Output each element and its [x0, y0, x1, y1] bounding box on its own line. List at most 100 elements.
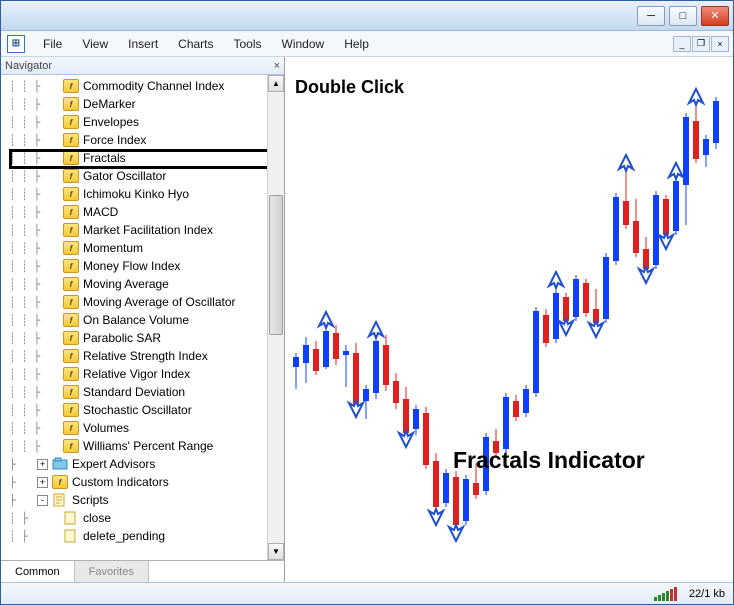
navigator-title: Navigator — [5, 60, 52, 72]
folder-label: Custom Indicators — [72, 475, 169, 489]
indicator-icon: f — [63, 439, 79, 453]
indicator-label: MACD — [83, 205, 118, 219]
script-item[interactable]: ┊ ├close — [1, 509, 267, 527]
folder-label: Expert Advisors — [72, 457, 155, 471]
menu-help[interactable]: Help — [334, 34, 379, 54]
minimize-button[interactable]: ─ — [637, 6, 665, 26]
mdi-minimize-button[interactable]: _ — [673, 36, 691, 52]
folder-icon — [52, 493, 68, 507]
indicator-label: Gator Oscillator — [83, 169, 166, 183]
menu-file[interactable]: File — [33, 34, 72, 54]
menu-window[interactable]: Window — [272, 34, 335, 54]
indicator-item[interactable]: ┊ ┊ ├fRelative Strength Index — [1, 347, 267, 365]
indicator-item[interactable]: ┊ ┊ ├fRelative Vigor Index — [1, 365, 267, 383]
folder-expert-advisors[interactable]: ├+Expert Advisors — [1, 455, 267, 473]
indicator-icon: f — [63, 187, 79, 201]
script-label: close — [83, 511, 111, 525]
indicator-icon: f — [63, 295, 79, 309]
expand-toggle[interactable]: + — [37, 477, 48, 488]
indicator-label: Money Flow Index — [83, 259, 180, 273]
folder-custom-indicators[interactable]: ├+fCustom Indicators — [1, 473, 267, 491]
indicator-item[interactable]: ┊ ┊ ├fOn Balance Volume — [1, 311, 267, 329]
menu-insert[interactable]: Insert — [118, 34, 168, 54]
indicator-label: DeMarker — [83, 97, 136, 111]
indicator-label: Commodity Channel Index — [83, 79, 224, 93]
tab-favorites[interactable]: Favorites — [75, 561, 149, 582]
indicator-label: Stochastic Oscillator — [83, 403, 192, 417]
script-icon — [63, 511, 79, 525]
chart-area[interactable]: Double Click Fractals Indicator — [285, 57, 733, 582]
indicator-icon: f — [63, 79, 79, 93]
indicator-item[interactable]: ┊ ┊ ├fVolumes — [1, 419, 267, 437]
navigator-tabs: Common Favorites — [1, 560, 284, 582]
indicator-item[interactable]: ┊ ┊ ├fMarket Facilitation Index — [1, 221, 267, 239]
indicator-icon: f — [63, 385, 79, 399]
folder-label: Scripts — [72, 493, 109, 507]
indicator-icon: f — [63, 223, 79, 237]
indicator-icon: f — [63, 133, 79, 147]
navigator-scrollbar[interactable]: ▲ ▼ — [267, 75, 284, 560]
indicator-label: Williams' Percent Range — [83, 439, 213, 453]
indicator-item[interactable]: ┊ ┊ ├fIchimoku Kinko Hyo — [1, 185, 267, 203]
close-button[interactable]: ✕ — [701, 6, 729, 26]
menu-charts[interactable]: Charts — [168, 34, 223, 54]
statusbar: 22/1 kb — [1, 582, 733, 604]
navigator-header: Navigator × — [1, 57, 284, 75]
indicator-item[interactable]: ┊ ┊ ├fWilliams' Percent Range — [1, 437, 267, 455]
folder-scripts[interactable]: ├-Scripts — [1, 491, 267, 509]
indicator-item[interactable]: ┊ ┊ ├fMomentum — [1, 239, 267, 257]
indicator-item[interactable]: ┊ ┊ ├fFractals — [1, 149, 267, 167]
indicator-icon: f — [63, 151, 79, 165]
indicator-item[interactable]: ┊ ┊ ├fStochastic Oscillator — [1, 401, 267, 419]
indicator-label: On Balance Volume — [83, 313, 189, 327]
indicator-item[interactable]: ┊ ┊ ├fCommodity Channel Index — [1, 77, 267, 95]
indicator-label: Parabolic SAR — [83, 331, 161, 345]
annotation-fractals-indicator: Fractals Indicator — [453, 447, 645, 474]
connection-status: 22/1 kb — [689, 588, 725, 600]
indicator-label: Ichimoku Kinko Hyo — [83, 187, 189, 201]
menu-view[interactable]: View — [72, 34, 118, 54]
indicator-item[interactable]: ┊ ┊ ├fMACD — [1, 203, 267, 221]
indicator-label: Relative Vigor Index — [83, 367, 190, 381]
tab-common[interactable]: Common — [1, 561, 75, 582]
indicator-item[interactable]: ┊ ┊ ├fParabolic SAR — [1, 329, 267, 347]
navigator-close-button[interactable]: × — [274, 60, 280, 72]
indicator-item[interactable]: ┊ ┊ ├fStandard Deviation — [1, 383, 267, 401]
mdi-close-button[interactable]: × — [711, 36, 729, 52]
indicator-label: Fractals — [83, 151, 126, 165]
indicator-label: Standard Deviation — [83, 385, 185, 399]
script-item[interactable]: ┊ ├delete_pending — [1, 527, 267, 545]
maximize-button[interactable]: □ — [669, 6, 697, 26]
mdi-controls: _ ❐ × — [673, 36, 733, 52]
indicator-label: Moving Average — [83, 277, 169, 291]
indicator-label: Envelopes — [83, 115, 139, 129]
expand-toggle[interactable]: + — [37, 459, 48, 470]
navigator-tree[interactable]: ┊ ┊ ├fCommodity Channel Index┊ ┊ ├fDeMar… — [1, 75, 267, 547]
indicator-icon: f — [63, 313, 79, 327]
folder-icon — [52, 457, 68, 471]
indicator-item[interactable]: ┊ ┊ ├fForce Index — [1, 131, 267, 149]
indicator-item[interactable]: ┊ ┊ ├fDeMarker — [1, 95, 267, 113]
scroll-up-button[interactable]: ▲ — [268, 75, 284, 92]
indicator-label: Volumes — [83, 421, 129, 435]
indicator-icon: f — [63, 205, 79, 219]
navigator-panel: Navigator × ┊ ┊ ├fCommodity Channel Inde… — [1, 57, 285, 582]
indicator-label: Relative Strength Index — [83, 349, 208, 363]
script-icon — [63, 529, 79, 543]
indicator-icon: f — [63, 403, 79, 417]
scroll-down-button[interactable]: ▼ — [268, 543, 284, 560]
mdi-restore-button[interactable]: ❐ — [692, 36, 710, 52]
menu-tools[interactable]: Tools — [224, 34, 272, 54]
app-window: ─ □ ✕ ⊞ FileViewInsertChartsToolsWindowH… — [0, 0, 734, 605]
expand-toggle[interactable]: - — [37, 495, 48, 506]
indicator-item[interactable]: ┊ ┊ ├fMoving Average — [1, 275, 267, 293]
body-area: Navigator × ┊ ┊ ├fCommodity Channel Inde… — [1, 57, 733, 582]
script-label: delete_pending — [83, 529, 165, 543]
indicator-item[interactable]: ┊ ┊ ├fMoving Average of Oscillator — [1, 293, 267, 311]
scroll-thumb[interactable] — [269, 195, 283, 335]
indicator-item[interactable]: ┊ ┊ ├fMoney Flow Index — [1, 257, 267, 275]
indicator-item[interactable]: ┊ ┊ ├fEnvelopes — [1, 113, 267, 131]
indicator-item[interactable]: ┊ ┊ ├fGator Oscillator — [1, 167, 267, 185]
indicator-icon: f — [63, 367, 79, 381]
app-icon: ⊞ — [7, 35, 25, 53]
